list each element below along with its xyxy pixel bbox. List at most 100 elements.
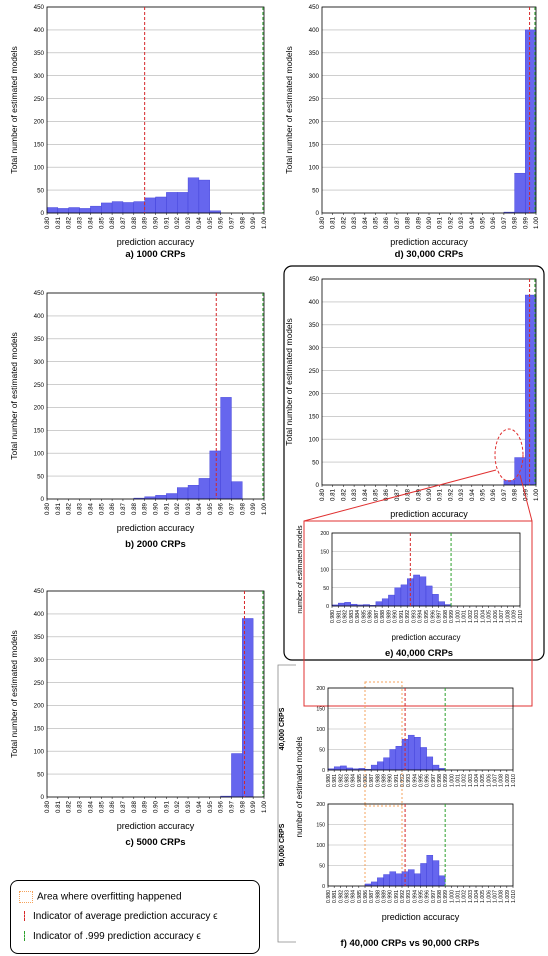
legend-item-avg: Indicator of average prediction accuracy…: [19, 911, 218, 922]
x-tick-label: 1.005: [480, 774, 486, 787]
x-tick-label: 0.92: [174, 216, 181, 229]
x-tick-label: 0.991: [399, 610, 405, 623]
y-tick-label: 50: [323, 586, 329, 592]
x-tick-label: 1.009: [512, 610, 518, 623]
x-tick-label: 0.96: [218, 216, 225, 229]
histogram-bar: [221, 397, 232, 499]
x-tick-label: 0.85: [98, 800, 105, 813]
x-tick-label: 1.001: [456, 774, 462, 787]
histogram-bar: [439, 876, 445, 886]
histogram-bar: [395, 588, 401, 606]
chart-d: 0 50 100 150 200 250 300 350 400 450 0.80 0.81 0.82 0…: [284, 4, 540, 260]
x-tick-label: 0.93: [185, 216, 192, 229]
x-tick-label: 1.007: [499, 610, 505, 623]
x-tick-label: 0.984: [351, 774, 357, 787]
y-tick-label: 400: [34, 611, 45, 618]
x-tick-label: 0.994: [412, 890, 418, 903]
x-tick-label: 0.996: [430, 610, 436, 623]
legend-item-ref: Indicator of .999 prediction accuracy ϵ: [19, 931, 201, 942]
x-tick-label: 0.88: [405, 488, 412, 501]
x-tick-label: 1.00: [261, 216, 268, 229]
histogram-bar: [388, 595, 394, 606]
y-tick-label: 350: [309, 322, 320, 329]
x-tick-label: 0.99: [250, 502, 257, 515]
y-axis-label: Total number of estimated models: [9, 46, 19, 174]
y-axis-label: Total number of estimated models: [284, 46, 294, 174]
x-tick-label: 0.985: [361, 610, 367, 623]
x-tick-label: 0.82: [66, 502, 73, 515]
y-tick-label: 400: [309, 27, 320, 34]
x-tick-label: 1.002: [468, 610, 474, 623]
histogram-bar: [413, 575, 419, 606]
x-tick-label: 1.005: [480, 890, 486, 903]
histogram-bar: [90, 206, 101, 213]
x-tick-label: 1.008: [499, 890, 505, 903]
x-tick-label: 0.91: [437, 488, 444, 501]
x-tick-label: 0.80: [44, 800, 51, 813]
x-tick-label: 0.983: [345, 890, 351, 903]
x-tick-label: 0.95: [480, 488, 487, 501]
chart-f-bottom: 0501001502000.980 0.981 0.982 0.983 0.984 0.9…: [316, 802, 517, 949]
x-tick-label: 0.990: [388, 774, 394, 787]
y-tick-label: 250: [309, 96, 320, 103]
x-tick-label: 0.95: [207, 800, 214, 813]
histogram-bar: [80, 208, 91, 213]
y-tick-label: 450: [34, 290, 45, 297]
x-tick-label: 1.009: [505, 774, 511, 787]
x-tick-label: 0.81: [55, 502, 62, 515]
chart-a: 0501001502002503003504004500.80 0.81 0.82 0…: [9, 4, 268, 260]
histogram-bar: [101, 203, 112, 213]
y-tick-label: 150: [309, 414, 320, 421]
histogram-bar: [188, 178, 199, 213]
histogram-bar: [427, 757, 433, 770]
histogram-bar: [47, 208, 58, 213]
y-tick-label: 50: [319, 748, 325, 754]
histogram-bar: [515, 173, 526, 213]
y-tick-label: 50: [37, 473, 44, 480]
x-tick-label: 0.84: [362, 488, 369, 501]
x-tick-label: 0.80: [44, 502, 51, 515]
x-tick-label: 1.004: [474, 890, 480, 903]
y-axis-label: Total number of estimated models: [9, 332, 19, 460]
x-axis-label: prediction accuracy: [117, 237, 195, 247]
x-tick-label: 0.90: [153, 216, 160, 229]
y-tick-label: 400: [34, 27, 45, 34]
histogram-bar: [371, 765, 377, 770]
histogram-bar: [377, 762, 383, 770]
x-tick-label: 0.995: [419, 890, 425, 903]
x-tick-label: 0.85: [373, 216, 380, 229]
y-tick-label: 150: [316, 823, 325, 829]
histogram-bar: [433, 765, 439, 770]
y-tick-label: 450: [34, 588, 45, 595]
x-tick-label: 0.994: [418, 610, 424, 623]
y-tick-label: 100: [34, 164, 45, 171]
x-tick-label: 0.89: [142, 800, 149, 813]
y-tick-label: 0: [322, 884, 325, 890]
x-tick-label: 0.90: [426, 488, 433, 501]
y-tick-label: 350: [309, 50, 320, 57]
x-tick-label: 1.002: [462, 890, 468, 903]
x-tick-label: 0.80: [44, 216, 51, 229]
x-tick-label: 0.982: [343, 610, 349, 623]
x-tick-label: 0.989: [382, 774, 388, 787]
y-tick-label: 150: [34, 428, 45, 435]
x-tick-label: 0.92: [174, 502, 181, 515]
x-tick-label: 0.987: [369, 774, 375, 787]
y-tick-label: 50: [319, 864, 325, 870]
x-tick-label: 0.997: [437, 610, 443, 623]
x-tick-label: 0.992: [400, 774, 406, 787]
x-tick-label: 1.000: [455, 610, 461, 623]
x-tick-label: 1.000: [449, 890, 455, 903]
x-tick-label: 0.92: [447, 216, 454, 229]
overfit-swatch-icon: [19, 891, 33, 903]
x-tick-label: 0.98: [512, 488, 519, 501]
y-tick-label: 250: [34, 96, 45, 103]
y-tick-label: 100: [34, 748, 45, 755]
panel-f-bracket: [278, 665, 296, 942]
y-tick-label: 100: [309, 164, 320, 171]
x-axis-label: prediction accuracy: [117, 821, 195, 831]
x-tick-label: 0.986: [363, 774, 369, 787]
histogram-bar: [345, 602, 351, 606]
y-tick-label: 250: [309, 368, 320, 375]
x-tick-label: 0.983: [345, 774, 351, 787]
